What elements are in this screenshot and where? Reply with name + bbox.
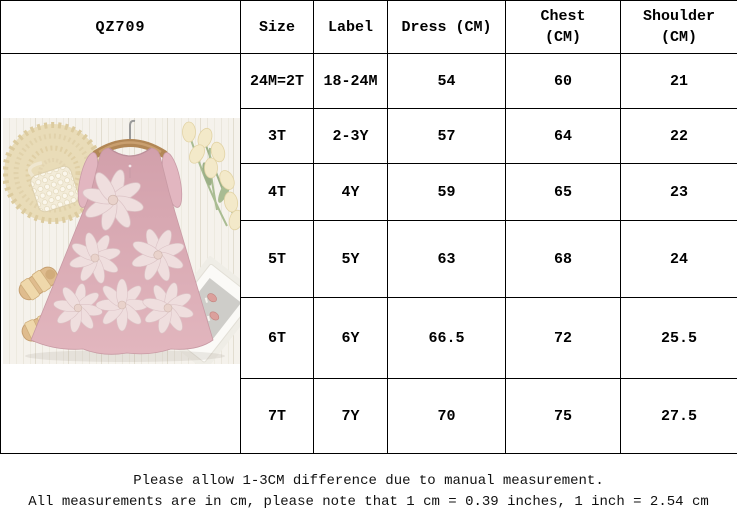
table-row: 7T 7Y 70 75 27.5 — [1, 378, 737, 454]
cell-chest: 65 — [505, 163, 621, 221]
col-header-chest: Chest (CM) — [505, 0, 621, 54]
cell-dress: 57 — [387, 108, 506, 164]
measurement-notes: Please allow 1-3CM difference due to man… — [0, 471, 737, 513]
cell-chest: 75 — [505, 378, 621, 454]
product-photo — [3, 118, 240, 364]
cell-dress: 59 — [387, 163, 506, 221]
tulip-bouquet — [182, 121, 240, 232]
cell-dress: 54 — [387, 53, 506, 109]
cell-label: 7Y — [313, 378, 388, 454]
cell-label: 6Y — [313, 297, 388, 379]
cell-label: 18-24M — [313, 53, 388, 109]
note-unit-conversion: All measurements are in cm, please note … — [28, 494, 709, 510]
cell-shoulder: 21 — [620, 53, 737, 109]
table-row: 4T 4Y 59 65 23 — [1, 163, 737, 221]
table-row: 24M=2T 18-24M 54 60 21 — [0, 53, 737, 454]
cell-chest: 72 — [505, 297, 621, 379]
cell-size: 6T — [240, 297, 314, 379]
cell-size: 7T — [240, 378, 314, 454]
straw-bag — [28, 160, 80, 213]
cell-shoulder: 27.5 — [620, 378, 737, 454]
cell-size: 5T — [240, 220, 314, 298]
table-row: 5T 5Y 63 68 24 — [1, 220, 737, 298]
note-measurement-tolerance: Please allow 1-3CM difference due to man… — [133, 473, 604, 489]
col-header-shoulder: Shoulder (CM) — [620, 0, 737, 54]
cell-shoulder: 23 — [620, 163, 737, 221]
cell-dress: 63 — [387, 220, 506, 298]
cell-size: 4T — [240, 163, 314, 221]
cell-dress: 70 — [387, 378, 506, 454]
cell-label: 4Y — [313, 163, 388, 221]
table-row: 6T 6Y 66.5 72 25.5 — [1, 297, 737, 379]
cell-shoulder: 25.5 — [620, 297, 737, 379]
cell-label: 2-3Y — [313, 108, 388, 164]
header-row: QZ709 Size Label Dress (CM) Chest (CM) S… — [0, 0, 737, 54]
cell-dress: 66.5 — [387, 297, 506, 379]
cell-chest: 60 — [505, 53, 621, 109]
col-header-label: Label — [313, 0, 388, 54]
cell-chest: 64 — [505, 108, 621, 164]
col-header-dress: Dress (CM) — [387, 0, 506, 54]
cell-shoulder: 22 — [620, 108, 737, 164]
col-header-size: Size — [240, 0, 314, 54]
cell-size: 3T — [240, 108, 314, 164]
cell-size: 24M=2T — [240, 53, 314, 109]
cell-chest: 68 — [505, 220, 621, 298]
product-code: QZ709 — [0, 0, 241, 54]
cell-label: 5Y — [313, 220, 388, 298]
wooden-hanger — [92, 119, 168, 158]
cell-shoulder: 24 — [620, 220, 737, 298]
